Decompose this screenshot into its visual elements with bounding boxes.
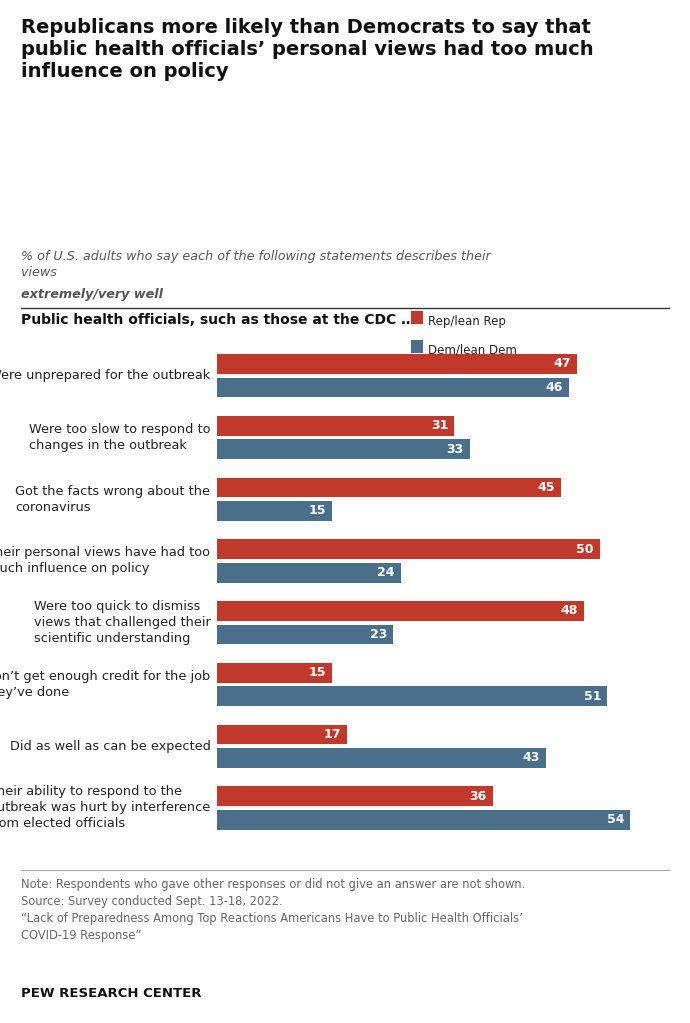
Bar — [217, 810, 631, 830]
Text: Did as well as can be expected: Did as well as can be expected — [10, 740, 210, 753]
Text: 45: 45 — [538, 481, 555, 494]
Text: Got the facts wrong about the
coronavirus: Got the facts wrong about the coronaviru… — [15, 485, 210, 514]
Bar — [217, 354, 577, 373]
Text: 33: 33 — [446, 443, 464, 455]
Text: 24: 24 — [377, 566, 395, 579]
Text: 50: 50 — [576, 542, 593, 555]
Text: 51: 51 — [584, 690, 601, 703]
Text: Rep/lean Rep: Rep/lean Rep — [428, 315, 506, 328]
Text: Note: Respondents who gave other responses or did not give an answer are not sho: Note: Respondents who gave other respons… — [21, 878, 525, 942]
Text: Were unprepared for the outbreak: Were unprepared for the outbreak — [0, 369, 210, 383]
Bar — [217, 748, 546, 768]
Text: Their personal views have had too
much influence on policy: Their personal views have had too much i… — [0, 546, 210, 575]
Text: 48: 48 — [561, 605, 578, 618]
Text: PEW RESEARCH CENTER: PEW RESEARCH CENTER — [21, 987, 201, 1000]
Bar — [217, 501, 332, 521]
Bar — [217, 563, 401, 582]
Text: 47: 47 — [553, 357, 571, 370]
Text: 31: 31 — [431, 419, 448, 432]
Bar — [217, 686, 607, 706]
Bar — [217, 724, 347, 745]
Bar — [217, 377, 569, 397]
Bar — [217, 539, 600, 560]
Bar — [217, 415, 455, 436]
Text: extremely/very well: extremely/very well — [21, 288, 163, 302]
Bar — [217, 787, 493, 806]
Text: 15: 15 — [308, 504, 326, 518]
Text: Dem/lean Dem: Dem/lean Dem — [428, 344, 518, 357]
Bar — [217, 602, 584, 621]
Bar — [217, 663, 332, 682]
Text: 43: 43 — [523, 751, 540, 764]
Bar — [217, 439, 470, 459]
Text: 15: 15 — [308, 666, 326, 679]
Text: 23: 23 — [370, 628, 387, 640]
Text: Were too quick to dismiss
views that challenged their
scientific understanding: Were too quick to dismiss views that cha… — [34, 601, 210, 646]
Text: % of U.S. adults who say each of the following statements describes their
views: % of U.S. adults who say each of the fol… — [21, 250, 491, 279]
Text: Their ability to respond to the
outbreak was hurt by interference
from elected o: Their ability to respond to the outbreak… — [0, 786, 210, 831]
Text: 17: 17 — [324, 728, 342, 741]
Bar — [217, 478, 562, 497]
Text: 36: 36 — [469, 790, 486, 803]
Bar — [217, 624, 393, 644]
Text: Don’t get enough credit for the job
they’ve done: Don’t get enough credit for the job they… — [0, 670, 210, 699]
Text: 54: 54 — [607, 813, 624, 827]
Text: Were too slow to respond to
changes in the outbreak: Were too slow to respond to changes in t… — [29, 422, 210, 452]
Text: 46: 46 — [546, 381, 563, 394]
Text: Public health officials, such as those at the CDC …: Public health officials, such as those a… — [21, 313, 415, 327]
Text: Republicans more likely than Democrats to say that
public health officials’ pers: Republicans more likely than Democrats t… — [21, 18, 593, 82]
